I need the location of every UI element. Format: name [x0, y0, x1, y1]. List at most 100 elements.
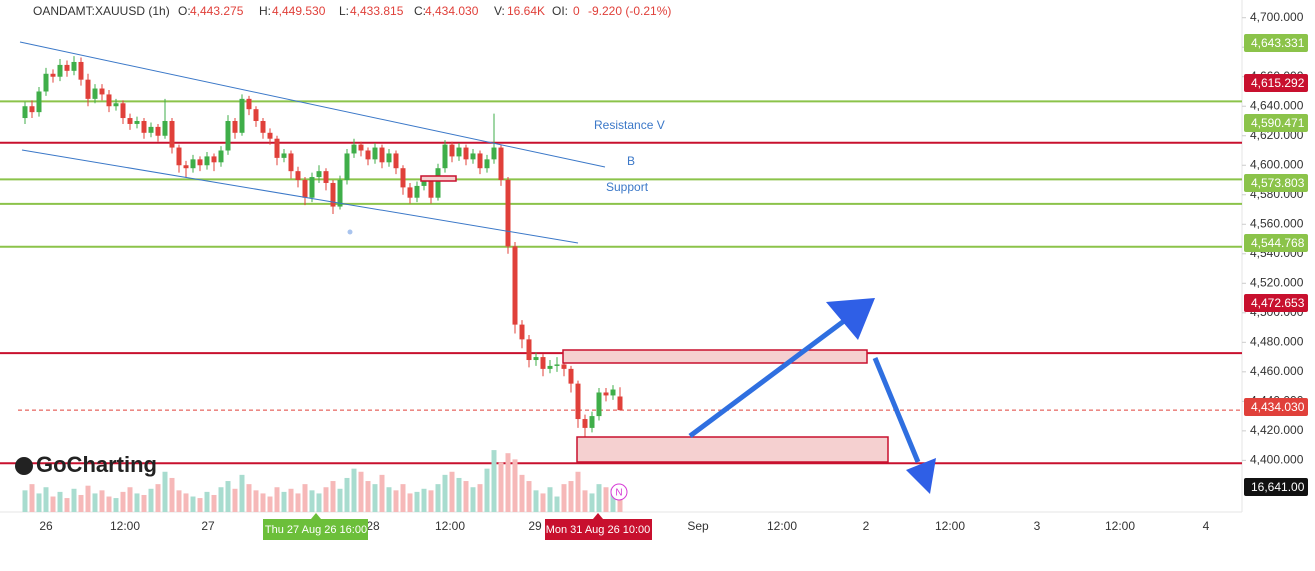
candle-body — [190, 159, 196, 169]
logo-icon — [15, 457, 33, 475]
volume-bar — [50, 496, 56, 512]
arrow-head — [826, 298, 875, 340]
candle-body — [316, 171, 322, 178]
volume-bar — [64, 498, 70, 512]
candle-body — [295, 171, 301, 181]
volume-bar — [127, 487, 133, 512]
volume-bar — [456, 477, 462, 512]
price-tag-label: 4,643.331 — [1251, 36, 1305, 50]
field-value: 16.64K — [507, 4, 545, 18]
candle-body — [596, 392, 602, 417]
candle-body — [526, 339, 532, 361]
volume-bar — [477, 484, 483, 512]
volume-bar — [309, 490, 315, 512]
x-tick-label: 3 — [1034, 519, 1041, 533]
volume-bar — [155, 484, 161, 512]
x-tick-label: 27 — [201, 519, 215, 533]
volume-bar — [239, 474, 245, 512]
annotation: Support — [606, 180, 649, 194]
candle-body — [274, 138, 280, 158]
volume-bar — [148, 488, 154, 512]
volume-bar — [582, 490, 588, 512]
volume-bar — [358, 471, 364, 512]
candle-body — [582, 419, 588, 428]
candle-body — [344, 153, 350, 181]
crosshair-marker — [593, 513, 603, 519]
volume-bar — [449, 471, 455, 512]
candle-body — [211, 156, 217, 163]
volume-bar — [316, 493, 322, 512]
crosshair-box — [545, 519, 652, 540]
badge[interactable] — [610, 483, 628, 501]
candle-body — [155, 126, 161, 136]
candle-body — [43, 73, 49, 92]
y-tick-label: 4,420.000 — [1250, 423, 1304, 437]
volume-bar — [540, 493, 546, 512]
volume-bar — [302, 484, 308, 512]
symbol: OANDAMT:XAUUSD (1h) — [33, 4, 170, 18]
candle-body — [260, 120, 266, 133]
volume-tag — [1244, 478, 1308, 496]
price-tag-label: 4,434.030 — [1251, 400, 1305, 414]
volume-bar — [463, 481, 469, 512]
volume-bar — [519, 474, 525, 512]
volume-bar — [337, 488, 343, 512]
candle-body — [120, 103, 126, 119]
candle-body — [309, 177, 315, 198]
candle-body — [617, 396, 623, 411]
candle-body — [442, 144, 448, 169]
volume-bar — [162, 471, 168, 512]
volume-bar — [225, 481, 231, 512]
volume-bar — [428, 490, 434, 512]
volume-bar — [344, 477, 350, 512]
candle-body — [589, 416, 595, 428]
y-tick-label: 4,560.000 — [1250, 216, 1304, 230]
volume-bar — [134, 493, 140, 512]
candle-body — [449, 144, 455, 157]
candle-body — [92, 88, 98, 99]
candle-body — [477, 153, 483, 169]
volume-bar — [470, 487, 476, 512]
x-tick-label: 28 — [366, 519, 380, 533]
candle-body — [610, 389, 616, 396]
volume-bar — [288, 488, 294, 512]
candle-body — [358, 144, 364, 151]
candle-body — [540, 357, 546, 369]
x-tick-label: 26 — [39, 519, 53, 533]
volume-tag-label: 16,641.00 — [1251, 480, 1305, 494]
volume-bar — [232, 488, 238, 512]
volume-bar — [281, 491, 287, 512]
volume-bar — [295, 493, 301, 512]
x-tick-label: 12:00 — [935, 519, 965, 533]
candle-body — [323, 171, 329, 183]
volume-bar — [407, 493, 413, 512]
field-value: 4,434.030 — [425, 4, 479, 18]
candle-body — [498, 147, 504, 181]
candle-body — [267, 132, 273, 139]
candle-body — [491, 147, 497, 160]
logo-text: GoCharting — [36, 452, 157, 477]
badge-text: N — [615, 488, 622, 499]
volume-bar — [484, 468, 490, 512]
field-value: 0 — [573, 4, 580, 18]
field-label: L: — [339, 4, 349, 18]
arrow-line — [872, 357, 921, 463]
candle-body — [232, 120, 238, 133]
volume-bar — [589, 493, 595, 512]
volume-bar — [526, 481, 532, 512]
volume-bar — [274, 487, 280, 512]
price-tag-label: 4,590.471 — [1251, 116, 1305, 130]
candle-body — [519, 324, 525, 340]
candle-body — [162, 120, 168, 136]
candle-body — [71, 61, 77, 71]
candle-body — [407, 187, 413, 198]
volume-bar — [512, 459, 518, 512]
volume-bar — [442, 474, 448, 512]
candle-body — [36, 91, 42, 113]
volume-bar — [43, 487, 49, 512]
zone — [562, 349, 868, 364]
volume-bar — [141, 494, 147, 512]
volume-bar — [197, 498, 203, 512]
volume-bar — [561, 484, 567, 512]
field-label: H: — [259, 4, 271, 18]
